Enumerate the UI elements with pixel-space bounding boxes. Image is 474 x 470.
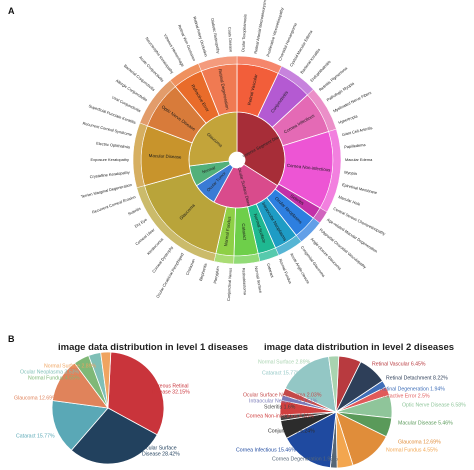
- pie2-label: Cornea Non-infectious 4.18%: [246, 413, 314, 419]
- sunburst-outer-label: Crystalline Keratopathy: [89, 170, 130, 180]
- sunburst-outer-label: Exposure Keratopathy: [91, 157, 130, 162]
- sunburst-outer-label: Central Serous Chorioretinopathy: [333, 206, 387, 236]
- pie2-label: Scleritis 1.6%: [264, 404, 296, 410]
- sunburst-middle-label: Macular Disease: [149, 153, 182, 160]
- sunburst-outer-label: Viral Conjunctivitis: [111, 95, 142, 114]
- sunburst-outer-label: Polypoidal Choroidal Vasculopathy: [318, 227, 367, 269]
- sunburst-outer-label: Corneal Ulcer: [134, 227, 156, 247]
- sunburst-outer-label: Terrien Marginal Degeneration: [80, 182, 132, 199]
- sunburst-outer-label: Ocular Toxoplasmosis: [240, 14, 247, 52]
- sunburst-middle-label: Cataract: [241, 223, 248, 241]
- sunburst-outer-label: Myopia: [344, 170, 358, 177]
- sunburst-outer-label: Recurrent Corneal Syndrome: [82, 121, 132, 138]
- sunburst-middle-label: Cornea Non-infectious: [287, 163, 332, 173]
- pie2-label: Conjunctivitis 5.24%: [268, 428, 315, 434]
- sunburst-middle-label: Retinal Vascular: [247, 73, 259, 105]
- sunburst-outer-label: Age-related Macular Degeneration: [326, 217, 378, 254]
- pie1-label: Glaucoma 12.69%: [14, 395, 57, 401]
- pie2-label: Cataract 15.77%: [262, 370, 301, 376]
- pie1-title: image data distribution in level 1 disea…: [58, 342, 249, 353]
- sunburst-outer-label: Retinoblastoma: [241, 268, 248, 296]
- pie2-label: Intraocular Neoplasma 1.51%: [249, 398, 318, 404]
- sunburst-outer-label: Coats Disease: [227, 27, 233, 53]
- sunburst-inner-label: Normal: [201, 165, 215, 174]
- sunburst-outer-label: Conjunctival Nevus: [226, 268, 233, 302]
- panel-b-label: B: [8, 334, 15, 344]
- sunburst-outer-label: Cataract: [266, 263, 275, 279]
- pie1-slice: [107, 351, 165, 436]
- sunburst-outer-label: Scleritis: [127, 206, 141, 217]
- pie1-label: Ocular Neoplasma 3.53%: [20, 369, 79, 375]
- pie2-label: Glaucoma 12.69%: [398, 439, 441, 445]
- sunburst-outer-label: Normal Fundus: [278, 258, 293, 284]
- pie2-label: Retinal Detachment 8.22%: [386, 375, 448, 381]
- pie1-slice: [100, 351, 112, 409]
- pie1-slice: [70, 407, 158, 465]
- pie2-label: Optic Nerve Disease 6.58%: [402, 402, 466, 408]
- pie2-label: Retinal Vascular 6.45%: [372, 361, 426, 367]
- sunburst-outer-label: Epiretinal Membrane: [342, 182, 378, 195]
- pie1-label: Cataract 15.77%: [16, 433, 55, 439]
- sunburst-outer-label: Blepharitis: [198, 263, 208, 282]
- pie1-label: Normal Fundus 4.55%: [28, 375, 80, 381]
- pie2-label: Ocular Surface Neoplasma 2.03%: [243, 392, 322, 398]
- sunburst-middle-label: Normal Fundus: [223, 215, 232, 246]
- pie2-slice: [328, 355, 340, 413]
- sunburst-outer-label: Retinal Arterial Macroaneurysm: [253, 0, 267, 54]
- pie2-title: image data distribution in level 2 disea…: [264, 342, 455, 353]
- pie1-label: Disease 32.15%: [152, 389, 190, 395]
- sunburst-outer-label: Diabetic Retinopathy: [210, 18, 221, 54]
- pie2-label: Refractive Error 2.5%: [380, 393, 430, 399]
- pie2-label: Macular Disease 5.46%: [398, 420, 453, 426]
- pie1-label: Ocular Surface: [142, 445, 177, 451]
- pie2-label: Cornea Degeneration 1.93%: [272, 456, 338, 462]
- pie2-label: Normal Fundus 4.55%: [386, 447, 438, 453]
- pie1-slice: [51, 400, 109, 451]
- sunburst-outer-label: Normal Surface: [254, 266, 264, 293]
- sunburst-outer-label: Dry Eye: [134, 217, 148, 229]
- pie2-slice: [285, 411, 337, 469]
- pie1-label: Vitreous Retinal: [152, 383, 189, 389]
- sunburst-center: [230, 153, 244, 167]
- sunburst-outer-label: Papilledema: [344, 142, 367, 150]
- sunburst-outer-label: Macular Edema: [345, 157, 373, 162]
- sunburst-outer-label: Retinal Artery Occlusion: [192, 16, 209, 57]
- sunburst-outer-segment: [198, 55, 238, 72]
- pie2-label: Cornea Infectious 15.46%: [236, 447, 296, 453]
- sunburst-outer-label: Chalazion: [185, 258, 196, 276]
- sunburst-outer-label: Macular Hole: [338, 194, 361, 207]
- sunburst-outer-label: Electric Ophthalmia: [96, 141, 131, 150]
- pie2-label: Retinal Degeneration 1.94%: [380, 386, 445, 392]
- panel-a-label: A: [8, 6, 15, 16]
- sunburst-outer-label: Giant Cell Arteritis: [341, 125, 373, 137]
- pie2-label: Normal Surface 2.89%: [258, 359, 311, 365]
- sunburst-outer-label: Hypertropia: [337, 113, 358, 125]
- sunburst-outer-label: Pterygium: [212, 266, 220, 284]
- pie1-label: Normal Surface 2.89%: [44, 363, 97, 369]
- pie2-slice: [284, 356, 337, 413]
- pie1-label: Disease 28.42%: [142, 451, 180, 457]
- sunburst-outer-label: Keratoconus: [146, 236, 165, 255]
